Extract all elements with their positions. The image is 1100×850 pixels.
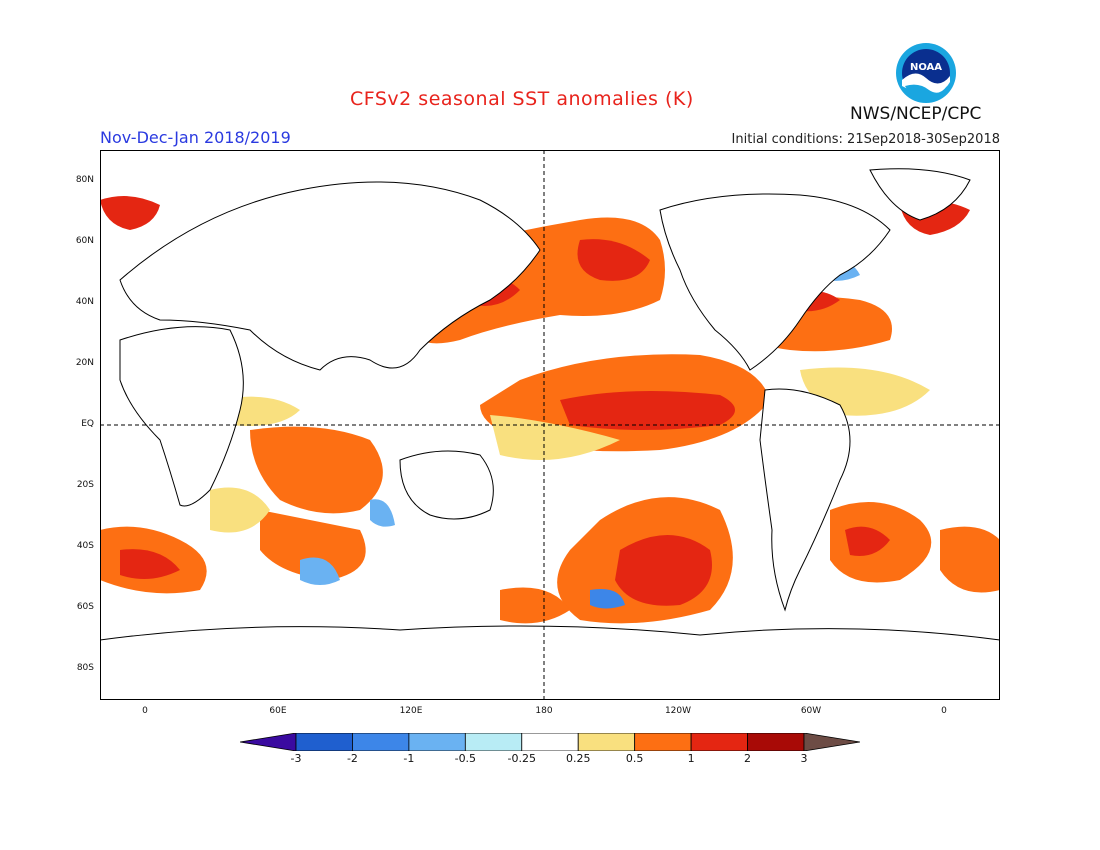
colorbar-bin — [295, 733, 353, 751]
lat-label: EQ — [81, 419, 94, 429]
lon-label: 0 — [941, 706, 947, 716]
anomaly-region — [210, 487, 270, 533]
colorbar-label: 0.5 — [625, 752, 644, 765]
colorbar-bin — [747, 733, 805, 751]
anomaly-region — [100, 196, 160, 230]
continent-antarctica — [100, 625, 1000, 700]
colorbar-bin — [464, 733, 523, 751]
anomaly-region — [577, 239, 650, 281]
season-label: Nov-Dec-Jan 2018/2019 — [100, 128, 291, 147]
continent-australia — [399, 450, 494, 520]
colorbar-label: -1 — [403, 752, 415, 765]
colorbar-bin — [240, 733, 297, 751]
lon-label: 0 — [142, 706, 148, 716]
initial-conditions-label: Initial conditions: 21Sep2018-30Sep2018 — [731, 132, 1000, 147]
continent-eurasia — [119, 181, 541, 371]
colorbar-bin — [803, 733, 860, 751]
continent-africa — [119, 326, 244, 507]
lat-label: 40S — [76, 541, 94, 551]
colorbar-bin — [577, 733, 636, 751]
lat-label: 80N — [75, 175, 94, 185]
lon-label: 60W — [800, 706, 822, 716]
lat-label: 40N — [75, 297, 94, 307]
continent-greenland — [869, 168, 971, 221]
lat-label: 60N — [75, 236, 94, 246]
anomaly-region — [260, 510, 366, 580]
anomaly-region — [300, 557, 340, 585]
lon-label: 120W — [664, 706, 692, 716]
anomaly-region — [940, 526, 1000, 593]
noaa-logo: NOAA — [896, 43, 956, 103]
sst-anomaly-map — [100, 150, 1000, 700]
logo-text: NOAA — [910, 62, 942, 73]
colorbar — [240, 733, 860, 751]
colorbar-label: -0.25 — [507, 752, 536, 765]
colorbar-label: -0.5 — [454, 752, 477, 765]
anomaly-region — [490, 415, 620, 460]
colorbar-label: -2 — [346, 752, 358, 765]
lat-label: 80S — [76, 663, 94, 673]
anomaly-region — [500, 587, 570, 624]
anomaly-region — [370, 499, 395, 527]
anomaly-region — [560, 391, 735, 430]
continent-south-america — [759, 388, 851, 612]
lon-label: 120E — [399, 706, 423, 716]
lat-label: 60S — [76, 602, 94, 612]
colorbar-bin — [352, 733, 410, 751]
colorbar-label: -3 — [290, 752, 302, 765]
anomaly-region — [120, 549, 180, 579]
colorbar-label: 3 — [800, 752, 808, 765]
agency-label: NWS/NCEP/CPC — [850, 104, 982, 124]
colorbar-bin — [521, 733, 579, 751]
anomaly-region — [615, 535, 712, 606]
colorbar-label: 1 — [687, 752, 695, 765]
colorbar-bin — [408, 733, 466, 751]
anomaly-region — [845, 526, 890, 556]
lon-label: 180 — [535, 706, 553, 716]
anomaly-region — [250, 426, 383, 514]
colorbar-label: 2 — [744, 752, 752, 765]
colorbar-bin — [690, 733, 748, 751]
chart-title: CFSv2 seasonal SST anomalies (K) — [350, 88, 694, 110]
anomaly-region — [590, 589, 625, 609]
colorbar-label: 0.25 — [565, 752, 591, 765]
continent-north-america — [659, 193, 891, 371]
colorbar-bin — [634, 733, 692, 751]
lon-label: 60E — [269, 706, 287, 716]
lat-label: 20N — [75, 358, 94, 368]
lat-label: 20S — [76, 480, 94, 490]
